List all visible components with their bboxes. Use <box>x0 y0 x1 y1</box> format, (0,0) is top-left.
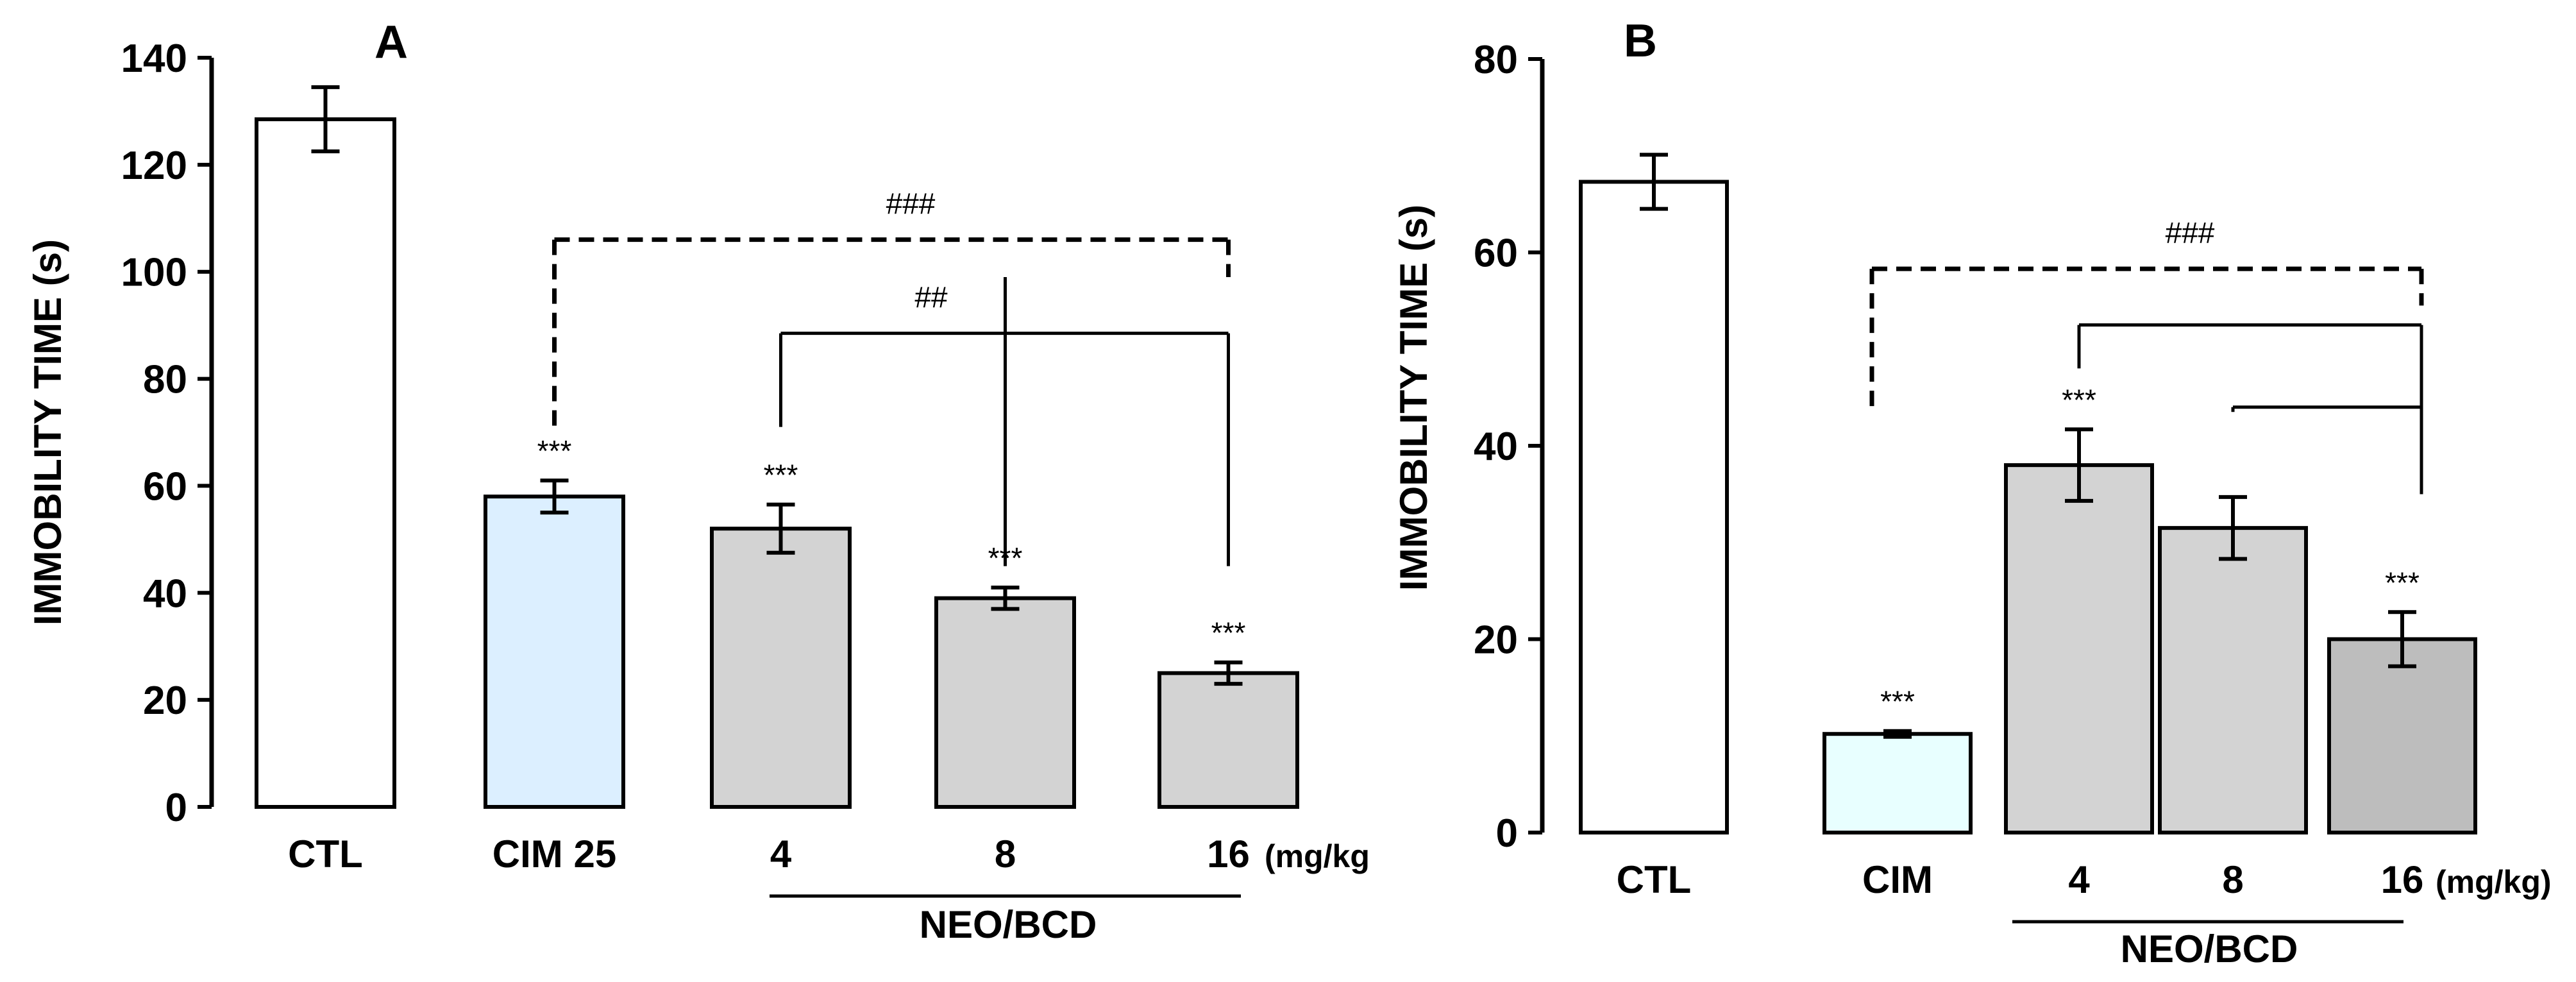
category-label: 8 <box>995 833 1016 876</box>
panel-b-chart: B 0 20 40 60 80 IMMOBILITY TIME (s) CTL *** CIM **… <box>1392 15 2552 970</box>
y-tick-label: 40 <box>1474 425 1518 469</box>
y-tick-label: 80 <box>1474 38 1518 82</box>
bar <box>2004 463 2154 834</box>
panel-label: A <box>375 17 408 68</box>
group-label: NEO/BCD <box>920 903 1097 946</box>
significance-label: *** <box>1211 616 1246 650</box>
y-axis-label: IMMOBILITY TIME (s) <box>26 239 69 625</box>
y-tick-label: 120 <box>121 144 187 188</box>
y-tick-label: 60 <box>1474 232 1518 276</box>
comparison-label: ### <box>2166 216 2215 250</box>
y-tick-label: 60 <box>143 464 187 509</box>
unit-label: (mg/kg <box>1265 838 1370 874</box>
unit-label: (mg/kg) <box>2436 864 2552 900</box>
category-label: 16 <box>2381 858 2424 901</box>
comparison-label: ## <box>914 281 948 314</box>
bar <box>255 117 396 809</box>
y-tick-label: 20 <box>143 679 187 723</box>
bar <box>2158 526 2308 834</box>
category-label: CIM 25 <box>492 833 616 876</box>
category-label: 4 <box>770 833 792 876</box>
y-tick-label: 80 <box>143 358 187 402</box>
category-label: CTL <box>288 833 363 876</box>
significance-label: *** <box>764 459 798 492</box>
bar <box>484 495 625 809</box>
bar <box>934 596 1076 809</box>
significance-label: *** <box>2062 383 2096 416</box>
significance-label: *** <box>1880 685 1915 718</box>
bar <box>710 527 852 809</box>
panel-label: B <box>1624 15 1657 67</box>
category-label: 16 <box>1207 833 1250 876</box>
significance-label: *** <box>2385 566 2420 599</box>
y-tick-label: 140 <box>121 37 187 81</box>
bar <box>1579 180 1729 834</box>
y-tick-label: 0 <box>1496 811 1518 856</box>
category-label: 8 <box>2222 858 2243 901</box>
bar <box>1158 671 1299 809</box>
category-label: CIM <box>1862 858 1933 901</box>
panel-a-chart: A 0 20 40 60 80 100 120 140 IMMOBILITY TIME (s) CT… <box>26 17 1370 946</box>
significance-label: *** <box>537 434 572 468</box>
bar <box>1823 732 1973 834</box>
y-tick-label: 100 <box>121 251 187 295</box>
category-label: CTL <box>1617 858 1692 901</box>
bar <box>2327 637 2477 834</box>
y-axis-label: IMMOBILITY TIME (s) <box>1392 205 1435 591</box>
group-label: NEO/BCD <box>2121 927 2298 970</box>
y-tick-label: 0 <box>165 786 187 830</box>
y-tick-label: 40 <box>143 571 187 616</box>
comparison-label: ### <box>886 187 936 221</box>
category-label: 4 <box>2068 858 2090 901</box>
y-tick-label: 20 <box>1474 618 1518 663</box>
